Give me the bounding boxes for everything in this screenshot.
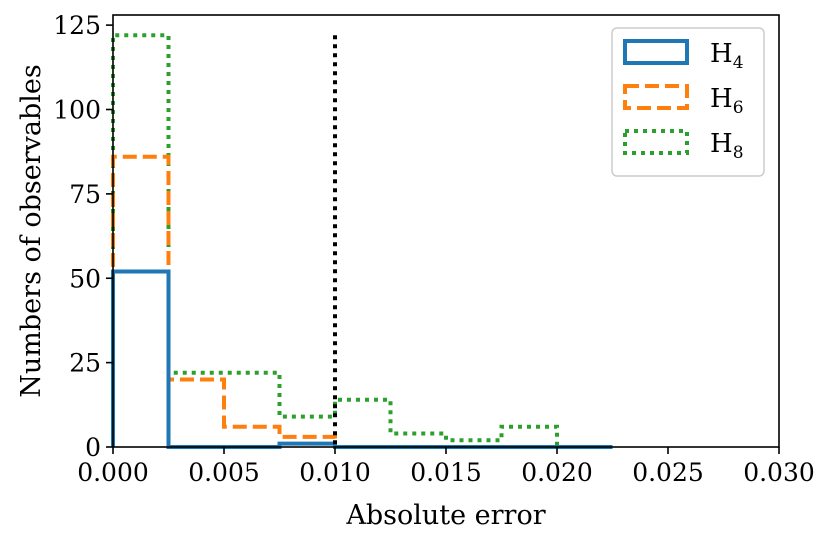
x-axis-label: Absolute error — [345, 500, 545, 531]
x-tick-label: 0.010 — [299, 458, 371, 487]
y-tick-label: 0 — [85, 433, 101, 462]
y-axis-ticks: 0 25 50 75 100 125 — [53, 11, 113, 462]
y-axis-label: Numbers of observables — [16, 64, 47, 397]
y-tick-label: 125 — [53, 11, 101, 40]
x-tick-label: 0.005 — [188, 458, 260, 487]
legend-label-h8: H8 — [710, 129, 744, 163]
x-tick-label: 0.000 — [77, 458, 149, 487]
y-tick-label: 50 — [69, 264, 101, 293]
legend-swatch-h6 — [623, 84, 689, 110]
y-tick-label: 75 — [69, 180, 101, 209]
series-h4-step — [111, 269, 613, 449]
y-tick-label: 100 — [53, 96, 101, 125]
legend-label-h4: H4 — [710, 39, 744, 73]
legend-swatch-h4 — [623, 39, 689, 65]
x-tick-label: 0.020 — [521, 458, 593, 487]
x-tick-label: 0.015 — [410, 458, 482, 487]
legend: H4 H6 H8 — [611, 27, 765, 177]
y-tick-label: 25 — [69, 349, 101, 378]
legend-label-h6: H6 — [710, 84, 744, 118]
legend-swatch-h8 — [623, 129, 689, 155]
x-tick-label: 0.030 — [743, 458, 815, 487]
x-tick-label: 0.025 — [632, 458, 704, 487]
series-h8-step — [111, 33, 559, 447]
x-axis-ticks: 0.000 0.005 0.010 0.015 0.020 0.025 0.030 — [77, 447, 815, 487]
plot-area — [111, 33, 613, 449]
